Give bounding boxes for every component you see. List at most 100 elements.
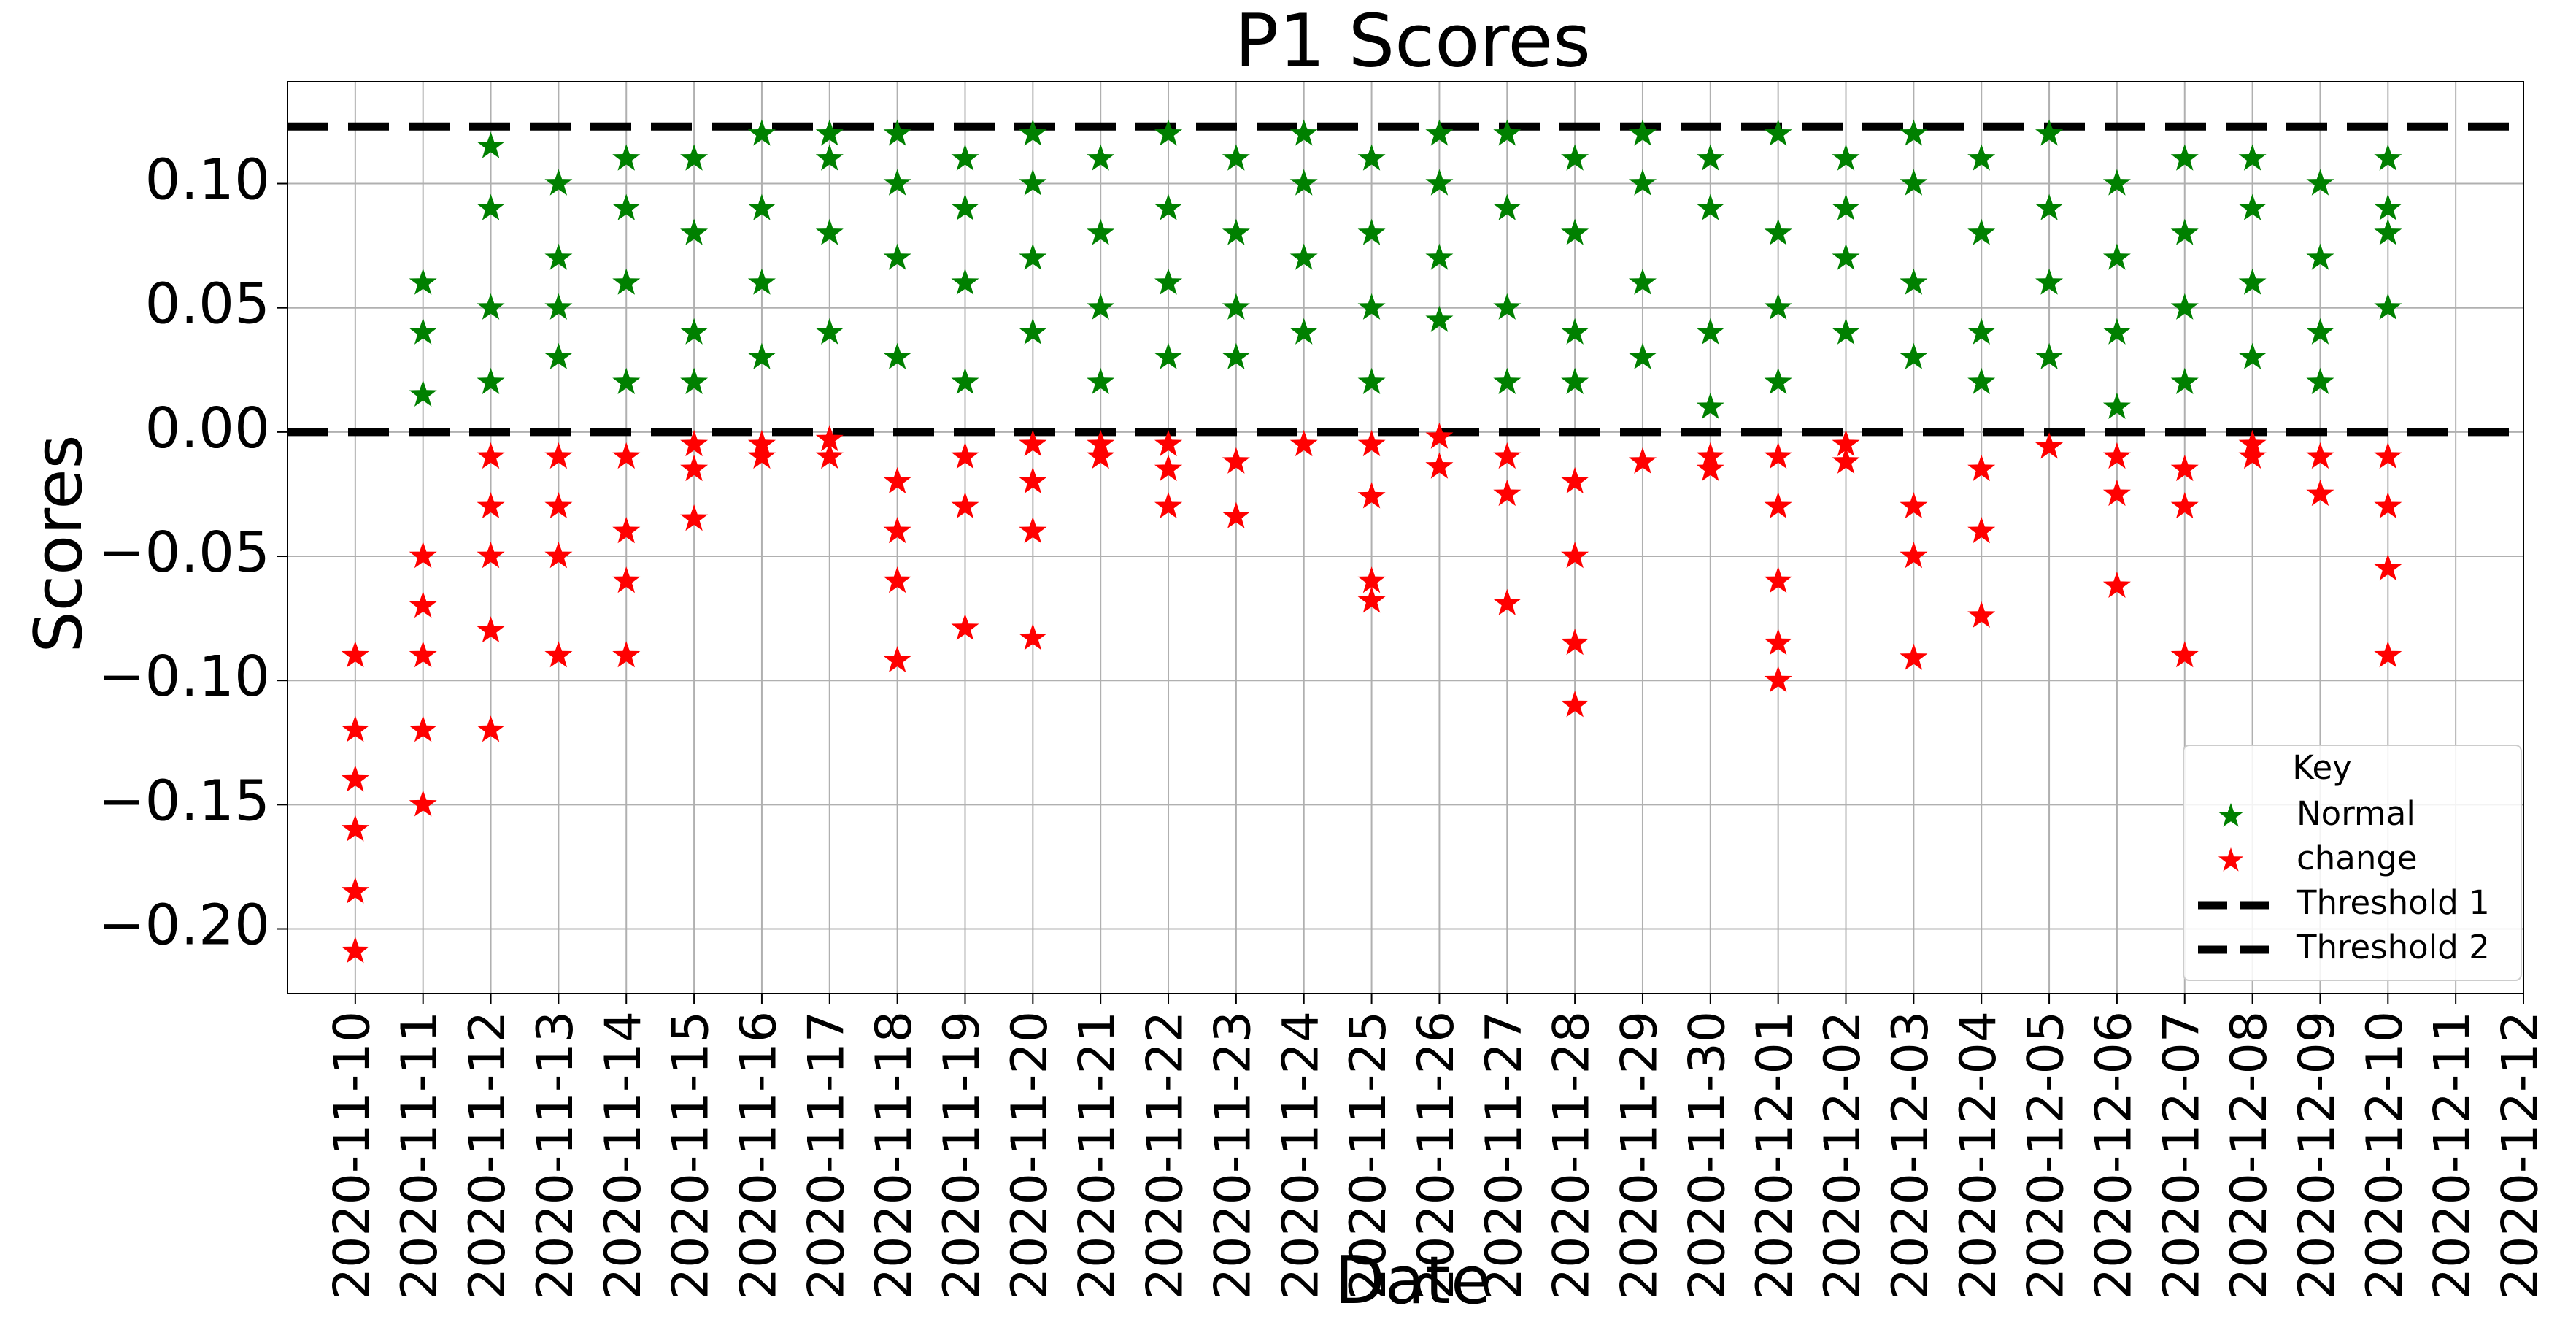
point <box>1357 218 1386 245</box>
x-tick-label: 2020-12-01 <box>1746 1011 1804 1299</box>
point <box>612 193 641 220</box>
point <box>2102 442 2131 469</box>
point <box>2170 367 2199 394</box>
point <box>409 641 437 668</box>
x-tick-label: 2020-12-12 <box>2492 1011 2550 1299</box>
point <box>747 342 776 369</box>
point <box>477 131 505 158</box>
point <box>1289 429 1318 457</box>
point <box>951 144 979 171</box>
point <box>1154 119 1183 146</box>
point <box>1900 119 1928 146</box>
point <box>1696 318 1724 345</box>
point <box>1493 119 1522 146</box>
point <box>2035 268 2064 295</box>
point <box>680 318 709 345</box>
point <box>1087 144 1115 171</box>
y-tick-label: 0.05 <box>145 272 270 337</box>
point <box>1493 293 1522 320</box>
x-tick-label: 2020-12-08 <box>2221 1011 2278 1299</box>
point <box>883 517 911 544</box>
point <box>2374 218 2402 245</box>
point <box>612 268 641 295</box>
point <box>1561 218 1589 245</box>
point <box>951 268 979 295</box>
point <box>477 442 505 469</box>
point <box>883 169 911 196</box>
point <box>747 429 776 457</box>
y-tick-label: −0.20 <box>98 893 270 958</box>
point <box>544 342 573 369</box>
point <box>2306 243 2334 270</box>
point <box>1764 367 1792 394</box>
point <box>2035 193 2064 220</box>
point <box>1764 629 1792 656</box>
point <box>1357 144 1386 171</box>
point <box>1900 542 1928 569</box>
x-tick-label: 2020-11-17 <box>798 1011 855 1299</box>
point <box>1696 144 1724 171</box>
point <box>1425 452 1454 479</box>
point <box>1425 422 1454 449</box>
x-tick-label: 2020-11-29 <box>1611 1011 1669 1299</box>
point <box>1087 293 1115 320</box>
point <box>1289 243 1318 270</box>
point <box>1019 119 1047 146</box>
point <box>477 715 505 742</box>
point <box>680 367 709 394</box>
point <box>1019 169 1047 196</box>
point <box>341 937 369 964</box>
x-tick-label: 2020-11-12 <box>459 1011 517 1299</box>
point <box>1087 218 1115 245</box>
point <box>2306 442 2334 469</box>
y-tick-label: −0.15 <box>98 769 270 834</box>
point <box>544 243 573 270</box>
point <box>1222 218 1250 245</box>
x-axis-label: Date <box>1334 1242 1491 1319</box>
x-tick-label: 2020-12-06 <box>2085 1011 2143 1299</box>
point <box>1154 342 1183 369</box>
point <box>477 542 505 569</box>
point <box>747 442 776 469</box>
point <box>951 193 979 220</box>
point <box>2170 144 2199 171</box>
point <box>815 119 844 146</box>
legend-title: Key <box>2292 748 2352 787</box>
point <box>1696 392 1724 419</box>
x-tick-label: 2020-11-16 <box>730 1011 787 1299</box>
point <box>1900 268 1928 295</box>
legend-box <box>2183 745 2522 981</box>
y-tick-label: 0.00 <box>145 396 270 461</box>
point <box>1967 601 1996 628</box>
x-tick-label: 2020-11-23 <box>1204 1011 1262 1299</box>
point <box>747 119 776 146</box>
point <box>544 293 573 320</box>
legend-marker <box>2218 803 2244 827</box>
point <box>1357 367 1386 394</box>
x-tick-label: 2020-12-05 <box>2018 1011 2075 1299</box>
point <box>2035 432 2064 459</box>
point <box>2374 554 2402 581</box>
legend-label: change <box>2297 839 2418 877</box>
x-tick-label: 2020-12-09 <box>2288 1011 2346 1299</box>
point <box>341 765 369 792</box>
point <box>477 293 505 320</box>
point <box>2102 479 2131 507</box>
point <box>2170 293 2199 320</box>
point <box>1289 169 1318 196</box>
point <box>1493 193 1522 220</box>
point <box>951 613 979 640</box>
x-tick-label: 2020-11-27 <box>1476 1011 1533 1299</box>
x-tick-label: 2020-11-10 <box>323 1011 381 1299</box>
point <box>680 144 709 171</box>
point <box>1832 447 1860 474</box>
x-tick-label: 2020-12-03 <box>1882 1011 1940 1299</box>
legend-marker <box>2218 847 2244 872</box>
point <box>1357 429 1386 457</box>
point <box>1493 588 1522 615</box>
point <box>409 380 437 407</box>
point <box>2374 641 2402 668</box>
x-tick-label: 2020-11-24 <box>1272 1011 1330 1299</box>
point <box>1832 144 1860 171</box>
